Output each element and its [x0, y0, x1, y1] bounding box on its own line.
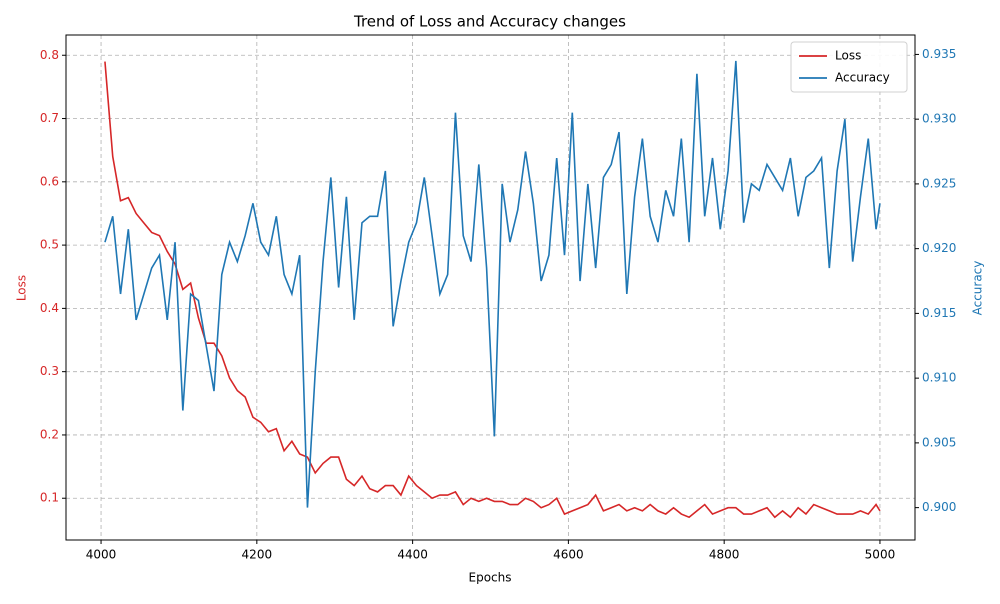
y-tick-label: 0.7	[40, 111, 59, 125]
chart-title: Trend of Loss and Accuracy changes	[353, 13, 626, 31]
x-tick-label: 4800	[709, 548, 740, 562]
y-tick-label: 0.8	[40, 48, 59, 62]
y2-tick-label: 0.935	[922, 47, 956, 61]
line-series	[104, 61, 881, 519]
x-axis-label: Epochs	[469, 571, 512, 585]
y2-tick-label: 0.930	[922, 112, 956, 126]
y-tick-label: 0.2	[40, 427, 59, 441]
x-tick-label: 4600	[553, 548, 584, 562]
plot-frame	[65, 34, 916, 541]
x-tick-label: 5000	[865, 548, 896, 562]
y-tick-label: 0.1	[40, 491, 59, 505]
y2-tick-label: 0.915	[922, 306, 956, 320]
legend-label: Loss	[835, 49, 861, 63]
y2-tick-label: 0.925	[922, 176, 956, 190]
y2-tick-label: 0.905	[922, 435, 956, 449]
y-tick-label: 0.4	[40, 301, 59, 315]
x-tick-label: 4400	[397, 548, 428, 562]
y2-axis-label: Accuracy	[971, 261, 985, 316]
y-tick-label: 0.6	[40, 174, 59, 188]
y2-tick-label: 0.910	[922, 371, 956, 385]
y2-tick-label: 0.920	[922, 241, 956, 255]
y-tick-label: 0.5	[40, 238, 59, 252]
y2-tick-label: 0.900	[922, 500, 956, 514]
legend-box	[790, 41, 908, 93]
x-tick-label: 4000	[86, 548, 117, 562]
y-axis-label: Loss	[15, 275, 29, 301]
x-tick-label: 4200	[242, 548, 273, 562]
legend-label: Accuracy	[835, 71, 890, 85]
line-series	[104, 60, 881, 508]
y-tick-label: 0.3	[40, 364, 59, 378]
